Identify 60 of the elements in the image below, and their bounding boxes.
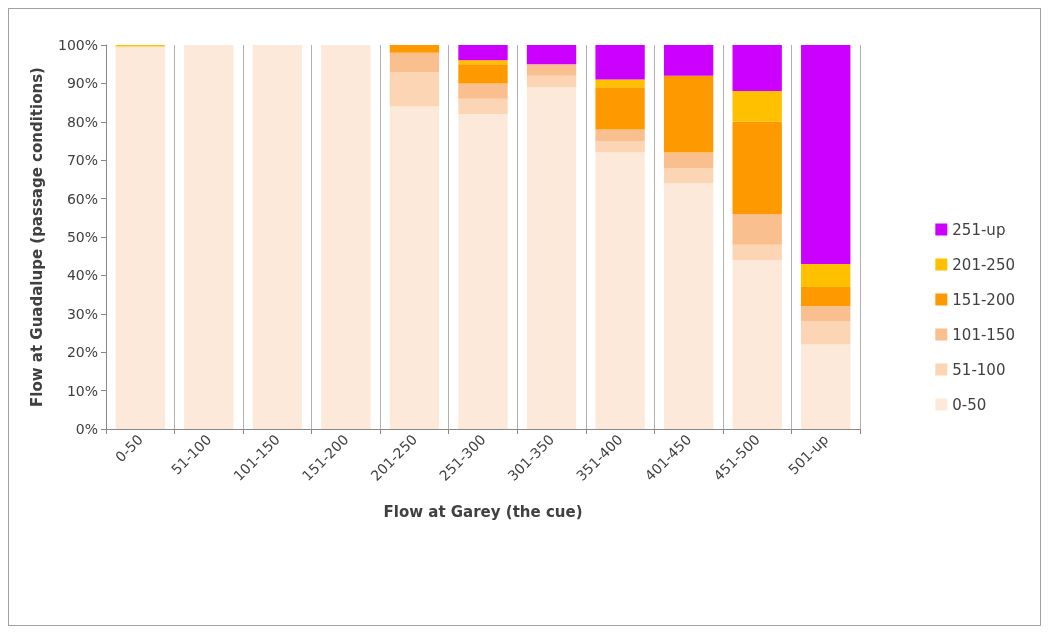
y-tick-label: 50% [66, 229, 98, 245]
x-axis-title: Flow at Garey (the cue) [383, 502, 583, 521]
bar [732, 91, 782, 122]
bar [595, 141, 645, 153]
bar [458, 64, 508, 84]
bar [389, 71, 440, 107]
bar [526, 45, 577, 65]
bar [732, 244, 782, 261]
bar [595, 87, 645, 130]
y-axis-title: Flow at Guadalupe (passage conditions) [27, 67, 46, 407]
bar [663, 167, 714, 184]
y-tick-label: 0% [75, 421, 98, 437]
bar [663, 75, 714, 153]
bar [663, 152, 714, 168]
bar [732, 213, 782, 245]
bar [115, 46, 165, 429]
legend-label: 51-100 [952, 360, 1006, 379]
bar [595, 152, 645, 429]
bar [663, 183, 714, 429]
bar [389, 52, 440, 72]
bar [526, 64, 577, 76]
y-tick-label: 30% [66, 305, 98, 322]
bar [732, 260, 782, 429]
bar [389, 45, 440, 53]
bar [389, 106, 440, 429]
bar [458, 60, 508, 65]
bar [458, 83, 508, 99]
bar [801, 321, 851, 345]
legend-label: 151-200 [952, 290, 1016, 309]
bar [801, 286, 851, 307]
bar [595, 45, 645, 80]
bar [595, 79, 645, 88]
bar [801, 263, 851, 287]
legend-label: 251-up [952, 220, 1006, 239]
bar [663, 45, 714, 76]
bar [458, 114, 508, 429]
bar [526, 87, 577, 429]
bar [801, 344, 851, 429]
bar [252, 45, 303, 429]
y-tick-label: 70% [66, 152, 98, 169]
legend-label: 201-250 [952, 255, 1016, 274]
y-tick-label: 60% [66, 190, 98, 207]
bar [458, 98, 508, 115]
y-tick-label: 20% [66, 344, 98, 361]
bar [732, 121, 782, 214]
y-tick-label: 80% [66, 113, 98, 130]
bar [526, 75, 577, 88]
bar [801, 306, 851, 322]
y-tick-label: 100% [57, 37, 98, 53]
legend-label: 0-50 [952, 395, 987, 414]
legend-label: 101-150 [952, 325, 1016, 344]
bar [184, 45, 234, 429]
bar [732, 45, 782, 92]
y-tick-label: 10% [66, 382, 98, 399]
bar [801, 45, 851, 264]
bar [321, 45, 371, 429]
y-tick-label: 90% [66, 75, 98, 92]
bar [458, 45, 508, 61]
y-tick-label: 40% [66, 267, 98, 284]
bar [595, 129, 645, 141]
